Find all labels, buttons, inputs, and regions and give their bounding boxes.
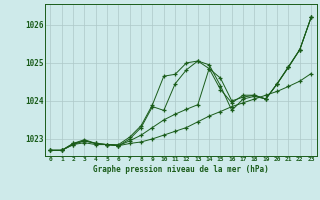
X-axis label: Graphe pression niveau de la mer (hPa): Graphe pression niveau de la mer (hPa) [93,165,269,174]
